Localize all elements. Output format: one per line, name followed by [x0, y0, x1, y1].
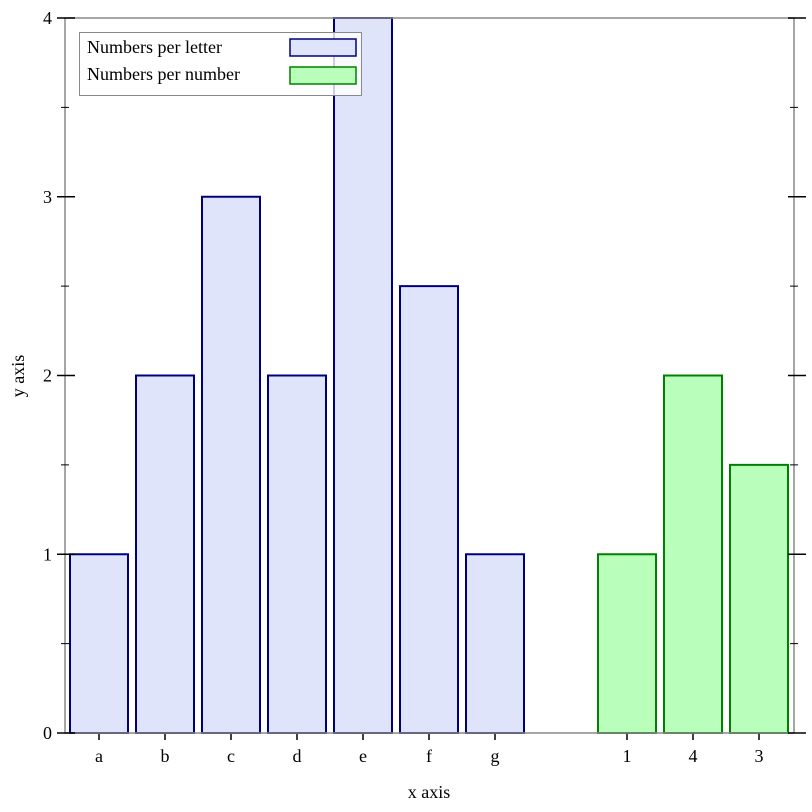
- bar-4: [663, 374, 723, 734]
- legend-label-letter: Numbers per letter: [87, 37, 222, 57]
- y-tick-label-2: 2: [43, 366, 52, 386]
- x-tick-label-f: f: [426, 746, 432, 766]
- y-tick-label-1: 1: [43, 544, 52, 564]
- bar-b: [135, 374, 195, 734]
- x-tick-label-3: 3: [755, 746, 764, 766]
- axes-layer: a b c d e f g 1 4 3 0 1 2 3 4: [43, 8, 806, 766]
- y-axis-label: y axis: [8, 355, 28, 398]
- bar-g: [465, 553, 525, 734]
- x-tick-label-4: 4: [689, 746, 698, 766]
- x-tick-label-1: 1: [623, 746, 632, 766]
- bar-a: [69, 553, 129, 734]
- x-tick-label-g: g: [491, 746, 500, 766]
- bar-c: [201, 195, 261, 734]
- bars-layer: [69, 17, 789, 734]
- legend-label-number: Numbers per number: [87, 64, 240, 84]
- bar-3: [729, 463, 789, 734]
- bar-f: [399, 285, 459, 734]
- y-tick-label-3: 3: [43, 187, 52, 207]
- legend: Numbers per letter Numbers per number: [79, 32, 362, 96]
- legend-swatch-letter: [289, 38, 357, 57]
- x-tick-label-b: b: [161, 746, 170, 766]
- y-tick-label-4: 4: [43, 8, 52, 28]
- x-tick-label-d: d: [293, 746, 302, 766]
- x-tick-label-c: c: [227, 746, 235, 766]
- legend-swatch-number: [289, 66, 357, 85]
- bar-e: [333, 17, 393, 734]
- bar-1: [597, 553, 657, 734]
- x-tick-label-e: e: [359, 746, 367, 766]
- bar-d: [267, 374, 327, 734]
- x-tick-label-a: a: [95, 746, 103, 766]
- x-axis-label: x axis: [408, 782, 451, 802]
- y-tick-label-0: 0: [43, 723, 52, 743]
